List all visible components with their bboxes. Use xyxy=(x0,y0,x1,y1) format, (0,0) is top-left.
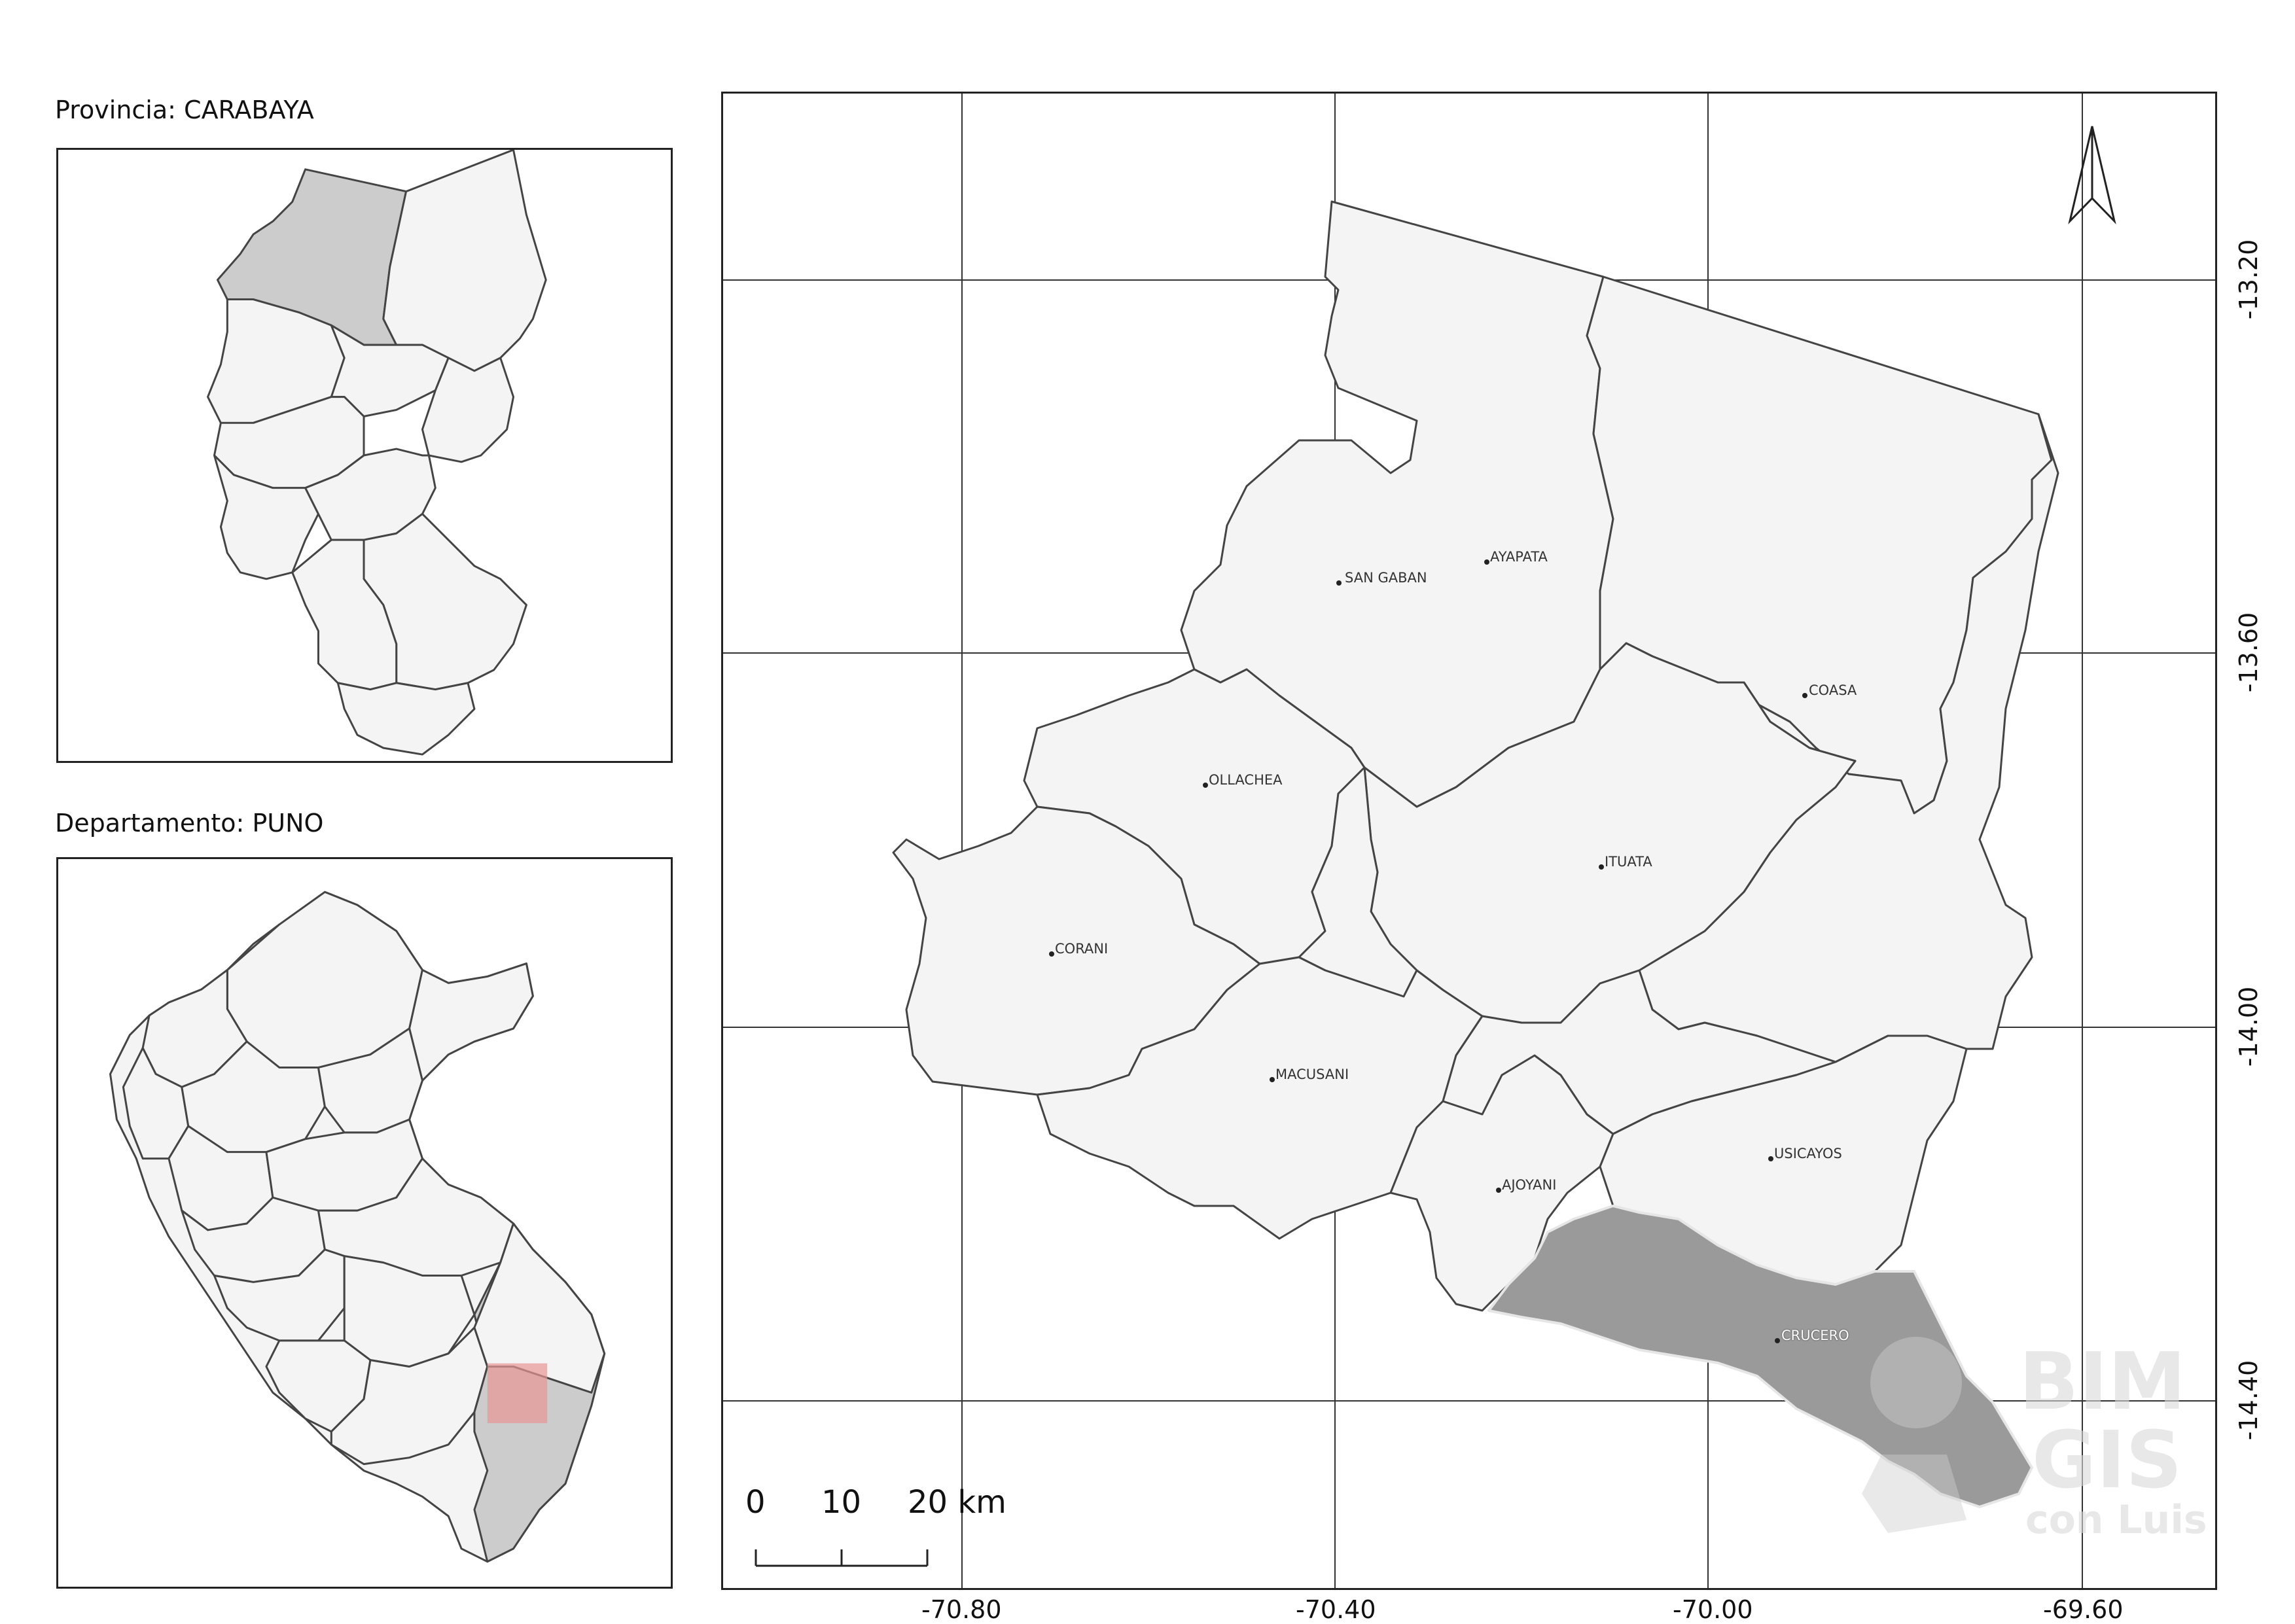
label-macusani: MACUSANI xyxy=(1275,1067,1349,1082)
label-ayapata: AYAPATA xyxy=(1490,549,1548,565)
label-san-gaban: SAN GABAN xyxy=(1345,570,1427,586)
y-tick-1: -13.20 xyxy=(2234,239,2263,320)
department-inset-svg xyxy=(109,891,606,1563)
y-tick-4: -14.40 xyxy=(2234,1360,2263,1441)
province-inset-map xyxy=(56,148,673,763)
x-tick-2: -70.40 xyxy=(1296,1595,1376,1624)
department-inset-map xyxy=(56,857,673,1589)
department-inset-title: Departamento: PUNO xyxy=(55,809,324,838)
main-map-frame: SAN GABAN AYAPATA COASA OLLACHEA ITUATA … xyxy=(721,92,2217,1590)
scale-label-0: 0 xyxy=(745,1484,766,1521)
label-coasa: COASA xyxy=(1809,682,1857,698)
x-tick-1: -70.80 xyxy=(921,1595,1002,1624)
watermark-logo xyxy=(1862,1337,1966,1533)
label-ituata: ITUATA xyxy=(1605,854,1652,870)
scale-label-10: 10 xyxy=(821,1484,862,1521)
label-crucero: CRUCERO xyxy=(1781,1328,1849,1343)
main-map-svg xyxy=(723,94,2215,1588)
province-inset-title: Provincia: CARABAYA xyxy=(55,96,314,124)
y-tick-3: -14.00 xyxy=(2234,986,2263,1067)
label-ajoyani: AJOYANI xyxy=(1502,1177,1557,1193)
province-inset-svg xyxy=(207,150,547,756)
label-ollachea: OLLACHEA xyxy=(1209,772,1283,788)
carabaya-location-box xyxy=(487,1363,548,1424)
district-capitals xyxy=(1049,559,1807,1343)
label-usicayos: USICAYOS xyxy=(1774,1146,1842,1161)
watermark-line-1: BIM xyxy=(2019,1337,2186,1428)
scale-label-20: 20 km xyxy=(908,1484,1006,1521)
north-arrow-icon xyxy=(2068,126,2116,224)
district-crucero xyxy=(1487,1205,2033,1508)
district-macusani xyxy=(1036,956,1484,1240)
watermark-line-2: GIS xyxy=(2032,1415,2182,1506)
scale-bar xyxy=(755,1549,929,1567)
x-tick-4: -69.60 xyxy=(2043,1595,2124,1624)
label-corani: CORANI xyxy=(1055,941,1109,957)
x-tick-3: -70.00 xyxy=(1673,1595,1753,1624)
watermark-line-3: con Luis xyxy=(2025,1497,2207,1543)
y-tick-2: -13.60 xyxy=(2234,612,2263,693)
